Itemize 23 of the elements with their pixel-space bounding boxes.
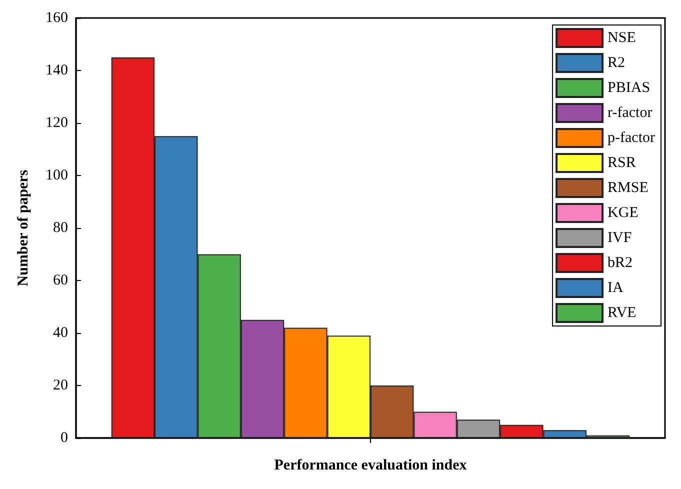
legend-label: RSR xyxy=(608,155,636,171)
y-tick-label: 80 xyxy=(53,220,68,236)
y-tick-label: 120 xyxy=(46,115,68,131)
legend-label: NSE xyxy=(608,30,636,46)
legend-label: R2 xyxy=(608,55,626,71)
legend-label: r-factor xyxy=(608,105,652,121)
y-tick-label: 60 xyxy=(53,272,68,288)
y-tick-label: 40 xyxy=(53,325,68,341)
y-tick-label: 0 xyxy=(60,430,68,446)
legend-label: p-factor xyxy=(608,130,656,146)
y-tick-label: 160 xyxy=(46,10,68,26)
legend-label: IA xyxy=(608,280,624,296)
legend-label: bR2 xyxy=(608,255,633,271)
legend-label: KGE xyxy=(608,205,638,221)
y-axis-title: Number of papers xyxy=(16,170,32,286)
legend-label: IVF xyxy=(608,230,632,246)
y-tick-label: 140 xyxy=(46,62,68,78)
legend-label: PBIAS xyxy=(608,80,650,96)
legend-label: RMSE xyxy=(608,180,648,196)
x-axis-title: Performance evaluation index xyxy=(274,458,468,474)
legend-label: RVE xyxy=(608,305,636,321)
y-tick-label: 20 xyxy=(53,378,68,394)
y-tick-label: 100 xyxy=(46,168,68,184)
